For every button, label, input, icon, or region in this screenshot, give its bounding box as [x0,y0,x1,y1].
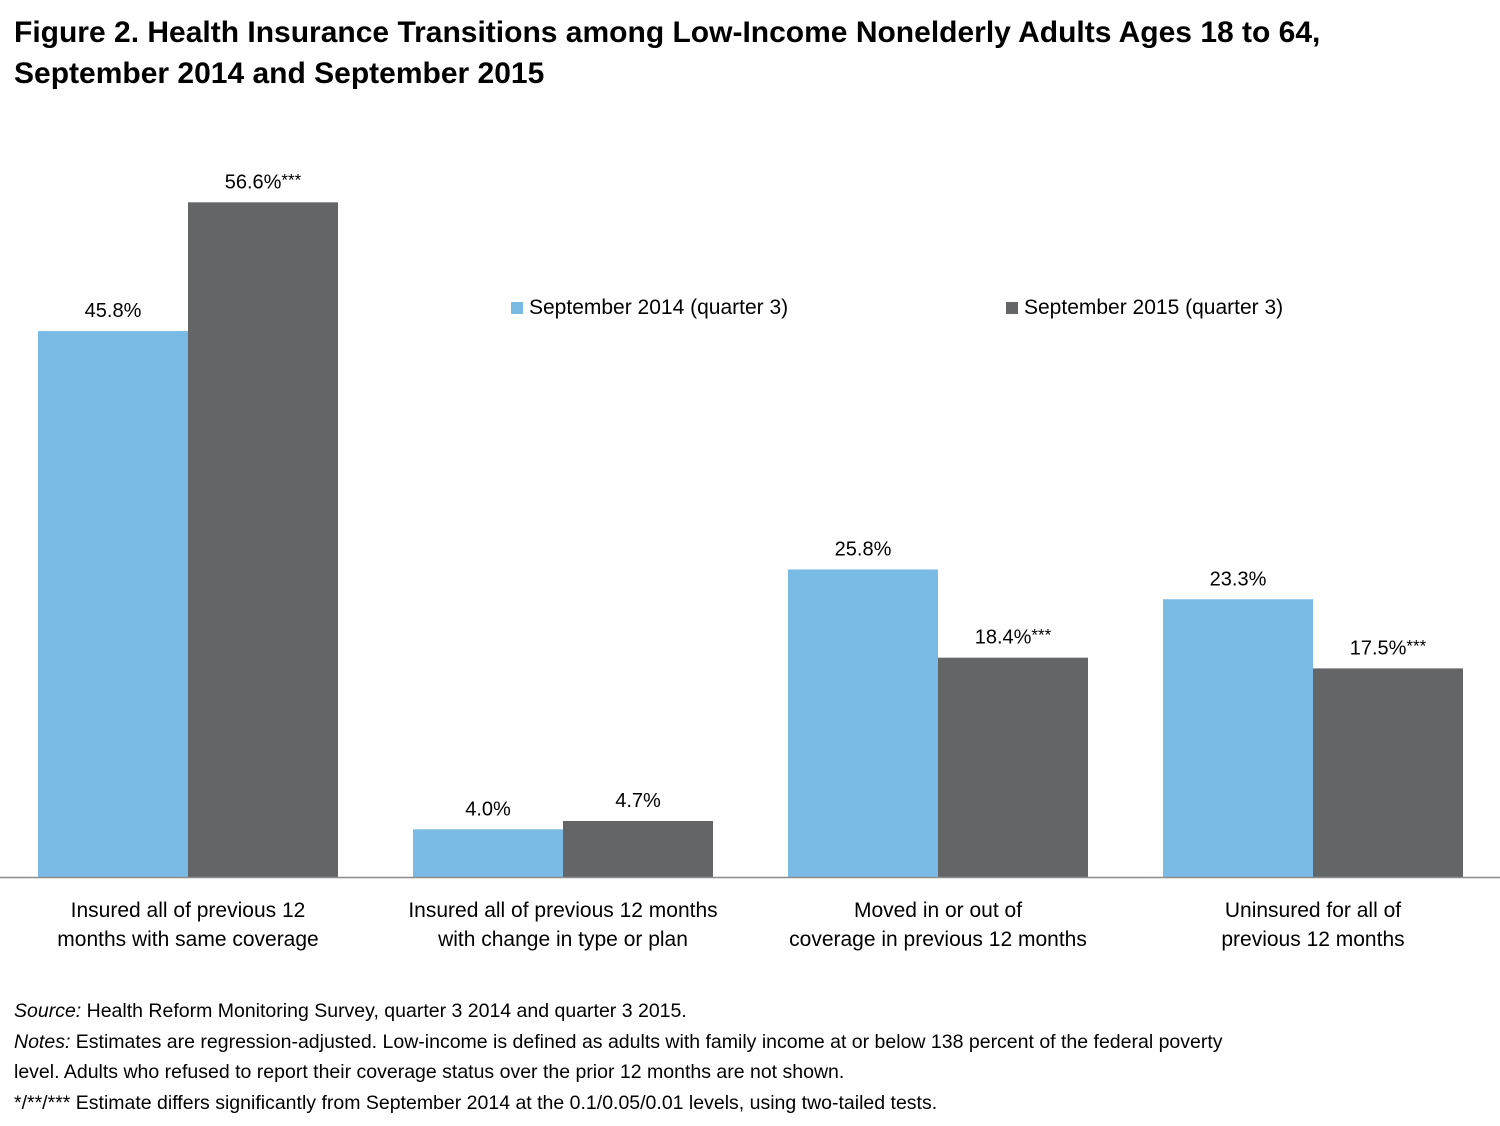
x-tick-label-cat-4-line-2: previous 12 months [1221,928,1404,951]
bar-2015-cat-4 [1313,668,1463,877]
source-label: Source: [14,1000,82,1022]
bar-2014-cat-1 [38,331,188,878]
notes-line-2: level. Adults who refused to report thei… [14,1061,845,1083]
data-label-2014-cat-4: 23.3% [1210,568,1267,590]
bar-2015-cat-2 [563,820,713,877]
x-tick-label-cat-1-line-1: Insured all of previous 12 [71,899,306,922]
x-tick-label-cat-2-line-2: with change in type or plan [437,928,688,951]
source-note: Source: Health Reform Monitoring Survey,… [14,996,1494,1027]
x-tick-label-cat-2-line-1: Insured all of previous 12 months [408,899,717,922]
data-label-2014-cat-2: 4.0% [465,798,511,820]
data-label-2015-cat-1: 56.6%*** [225,170,302,193]
bar-2014-cat-2 [413,829,563,877]
x-tick-label-cat-3-line-1: Moved in or out of [854,899,1022,922]
bar-2015-cat-3 [938,657,1088,877]
legend-item-2015: September 2015 (quarter 3) [1006,294,1283,322]
bar-2014-cat-3 [788,569,938,877]
notes-label: Notes: [14,1030,71,1053]
chart-footnotes: Source: Health Reform Monitoring Survey,… [14,996,1494,1118]
data-label-2015-cat-3: 18.4%*** [975,626,1052,649]
chart-title: Figure 2. Health Insurance Transitions a… [14,12,1484,94]
data-label-2015-cat-4: 17.5%*** [1350,636,1427,659]
notes-line-1: Notes: Estimates are regression-adjusted… [14,1027,1494,1058]
legend-swatch-2015 [1006,302,1018,314]
chart-title-line-2: September 2014 and September 2015 [14,57,545,90]
legend-label-2015: September 2015 (quarter 3) [1024,296,1284,319]
notes-text-1: Estimates are regression-adjusted. Low-i… [70,1030,1223,1053]
data-label-2014-cat-3: 25.8% [835,538,892,560]
x-tick-label-cat-3-line-2: coverage in previous 12 months [789,928,1087,951]
x-tick-label-cat-4-line-1: Uninsured for all of [1225,899,1401,922]
bar-2014-cat-4 [1163,599,1313,877]
legend-swatch-2014 [511,302,523,314]
legend-item-2014: September 2014 (quarter 3) [511,294,788,322]
chart-title-line-1: Figure 2. Health Insurance Transitions a… [14,16,1321,49]
x-tick-label-cat-1-line-2: months with same coverage [57,928,318,951]
bar-chart: 45.8% 4.0% 25.8% 23.3% 56.6%*** 4.7% 18.4%*** 1… [0,170,1500,951]
source-text: Health Reform Monitoring Survey, quarter… [81,1000,687,1022]
significance-note: */**/*** Estimate differs significantly … [14,1091,938,1114]
data-label-2014-cat-1: 45.8% [85,300,142,322]
legend-label-2014: September 2014 (quarter 3) [529,296,789,319]
data-label-2015-cat-2: 4.7% [615,790,661,812]
bar-2015-cat-1 [188,202,338,877]
